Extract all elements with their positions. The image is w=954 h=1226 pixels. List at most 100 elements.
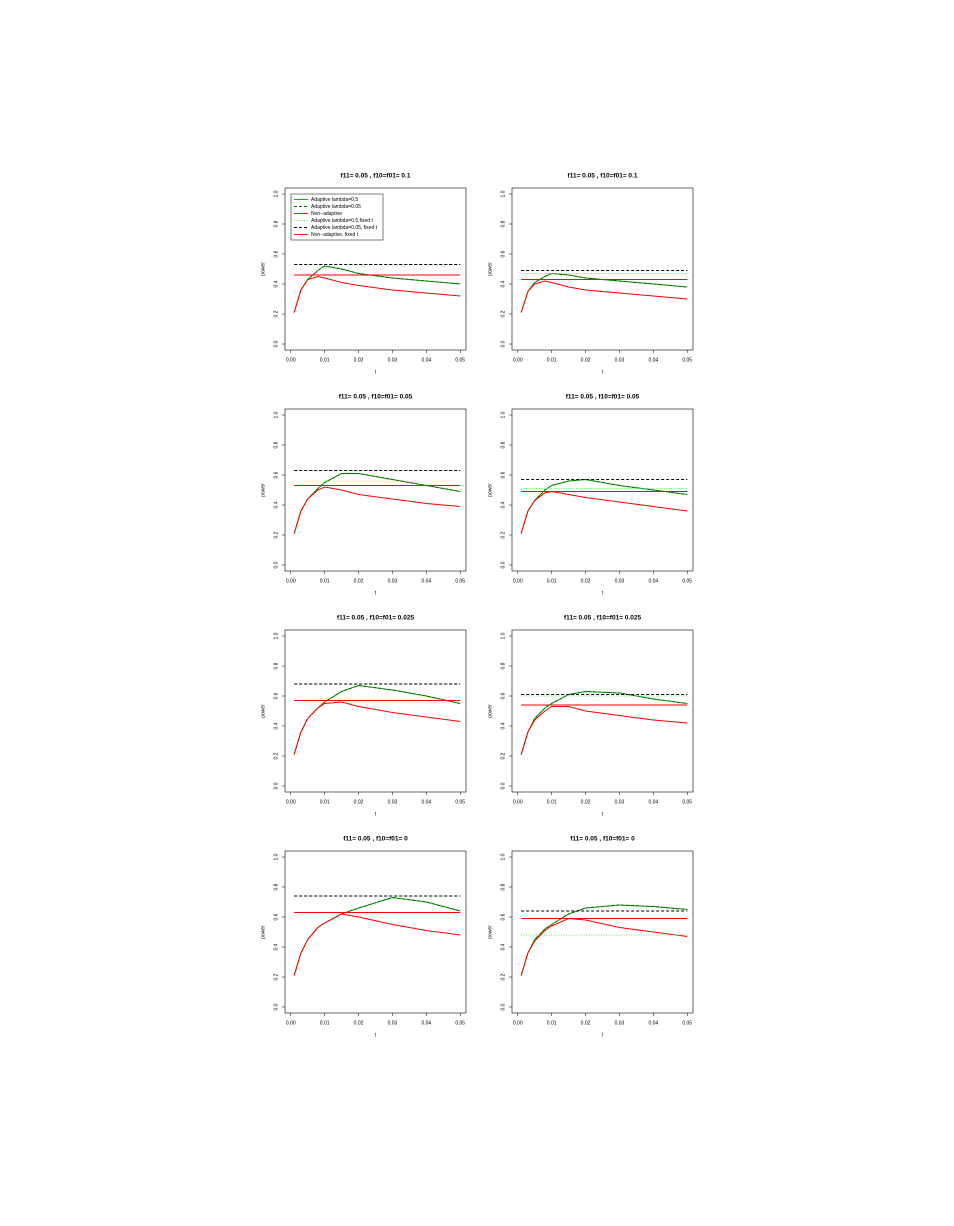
legend-label: Non−adaptive, fixed t: [311, 232, 359, 238]
chart-title: f11= 0.05 , f10=f01= 0.025: [564, 615, 642, 622]
y-tick-label: 0.2: [500, 973, 506, 980]
x-tick-label: 0.01: [320, 1020, 330, 1026]
y-tick-label: 0.0: [273, 340, 279, 347]
x-axis-label: t: [602, 1032, 604, 1038]
y-axis-label: power: [260, 704, 266, 718]
x-tick-label: 0.05: [682, 1020, 692, 1026]
legend-label: Adaptive lambda=0.5: [311, 197, 358, 203]
series-line: [520, 690, 688, 755]
y-tick-label: 0.4: [273, 943, 279, 950]
y-tick-label: 0.0: [500, 340, 506, 347]
y-tick-label: 1.0: [500, 411, 506, 418]
series-line: [520, 280, 688, 313]
x-tick-label: 0.04: [421, 357, 431, 363]
x-tick-label: 0.03: [615, 799, 625, 805]
x-tick-label: 0.02: [581, 1020, 591, 1026]
x-tick-label: 0.00: [513, 799, 523, 805]
y-tick-label: 0.4: [500, 722, 506, 729]
x-tick-label: 0.05: [455, 578, 465, 584]
y-tick-label: 0.4: [273, 722, 279, 729]
x-tick-label: 0.00: [513, 578, 523, 584]
y-axis-label: power: [260, 262, 266, 276]
y-tick-label: 0.0: [273, 561, 279, 568]
series-line: [520, 904, 688, 976]
series-line: [293, 684, 461, 755]
chart-title: f11= 0.05 , f10=f01= 0.1: [341, 173, 411, 180]
x-tick-label: 0.04: [648, 799, 658, 805]
legend-label: Adaptive lambda=0.05, fixed t: [311, 225, 378, 231]
y-axis-label: power: [487, 925, 493, 939]
series-line: [520, 904, 688, 976]
x-tick-label: 0.04: [421, 578, 431, 584]
y-tick-label: 0.2: [273, 973, 279, 980]
x-tick-label: 0.02: [354, 357, 364, 363]
x-tick-label: 0.02: [581, 578, 591, 584]
x-tick-label: 0.03: [388, 578, 398, 584]
chart-title: f11= 0.05 , f10=f01= 0.025: [337, 615, 415, 622]
series-line: [520, 917, 688, 976]
y-tick-label: 0.4: [500, 280, 506, 287]
x-tick-label: 0.05: [682, 357, 692, 363]
y-tick-label: 0.8: [500, 441, 506, 448]
legend-label: Adaptive lambda=0.5,fixed t: [311, 218, 373, 224]
y-tick-label: 0.8: [500, 883, 506, 890]
plot-frame: [511, 187, 694, 351]
x-tick-label: 0.01: [320, 578, 330, 584]
y-tick-label: 0.2: [500, 531, 506, 538]
x-axis-label: t: [375, 811, 377, 817]
y-tick-label: 1.0: [500, 632, 506, 639]
series-line: [293, 685, 461, 755]
x-tick-label: 0.01: [547, 357, 557, 363]
y-tick-label: 0.6: [500, 471, 506, 478]
plot-frame: [284, 850, 467, 1014]
y-tick-label: 0.2: [500, 310, 506, 317]
x-tick-label: 0.04: [421, 799, 431, 805]
x-tick-label: 0.04: [421, 1020, 431, 1026]
x-tick-label: 0.04: [648, 1020, 658, 1026]
series-line: [293, 896, 461, 976]
series-line: [293, 265, 461, 313]
x-tick-label: 0.03: [388, 799, 398, 805]
series-line: [520, 691, 688, 755]
y-axis-label: power: [260, 925, 266, 939]
y-tick-label: 0.0: [273, 1003, 279, 1010]
x-tick-label: 0.01: [547, 1020, 557, 1026]
series-line: [293, 473, 461, 534]
x-tick-label: 0.01: [320, 357, 330, 363]
series-line: [520, 490, 688, 534]
y-tick-label: 0.4: [273, 280, 279, 287]
y-tick-label: 0.4: [273, 501, 279, 508]
x-tick-label: 0.05: [682, 578, 692, 584]
y-tick-label: 0.8: [273, 220, 279, 227]
series-line: [520, 273, 688, 313]
y-tick-label: 0.4: [500, 943, 506, 950]
y-tick-label: 0.2: [273, 752, 279, 759]
y-tick-label: 1.0: [500, 190, 506, 197]
x-tick-label: 0.03: [615, 578, 625, 584]
x-tick-label: 0.01: [547, 578, 557, 584]
plot-frame: [511, 850, 694, 1014]
x-tick-label: 0.02: [354, 799, 364, 805]
y-tick-label: 0.0: [273, 782, 279, 789]
series-line: [293, 701, 461, 755]
y-tick-label: 0.6: [273, 692, 279, 699]
x-tick-label: 0.00: [513, 357, 523, 363]
y-tick-label: 0.6: [273, 250, 279, 257]
x-tick-label: 0.05: [455, 357, 465, 363]
y-tick-label: 0.6: [273, 913, 279, 920]
series-line: [293, 913, 461, 976]
x-tick-label: 0.02: [581, 357, 591, 363]
legend-label: Non−adaptive: [311, 211, 342, 217]
x-tick-label: 0.00: [286, 1020, 296, 1026]
plot-frame: [511, 408, 694, 572]
x-tick-label: 0.02: [354, 578, 364, 584]
chart-title: f11= 0.05 , f10=f01= 0.05: [566, 394, 640, 401]
plot-frame: [284, 629, 467, 793]
chart-title: f11= 0.05 , f10=f01= 0: [570, 836, 635, 843]
y-tick-label: 0.6: [500, 692, 506, 699]
series-line: [520, 478, 688, 534]
y-tick-label: 0.8: [273, 662, 279, 669]
x-tick-label: 0.00: [286, 357, 296, 363]
x-tick-label: 0.00: [286, 799, 296, 805]
